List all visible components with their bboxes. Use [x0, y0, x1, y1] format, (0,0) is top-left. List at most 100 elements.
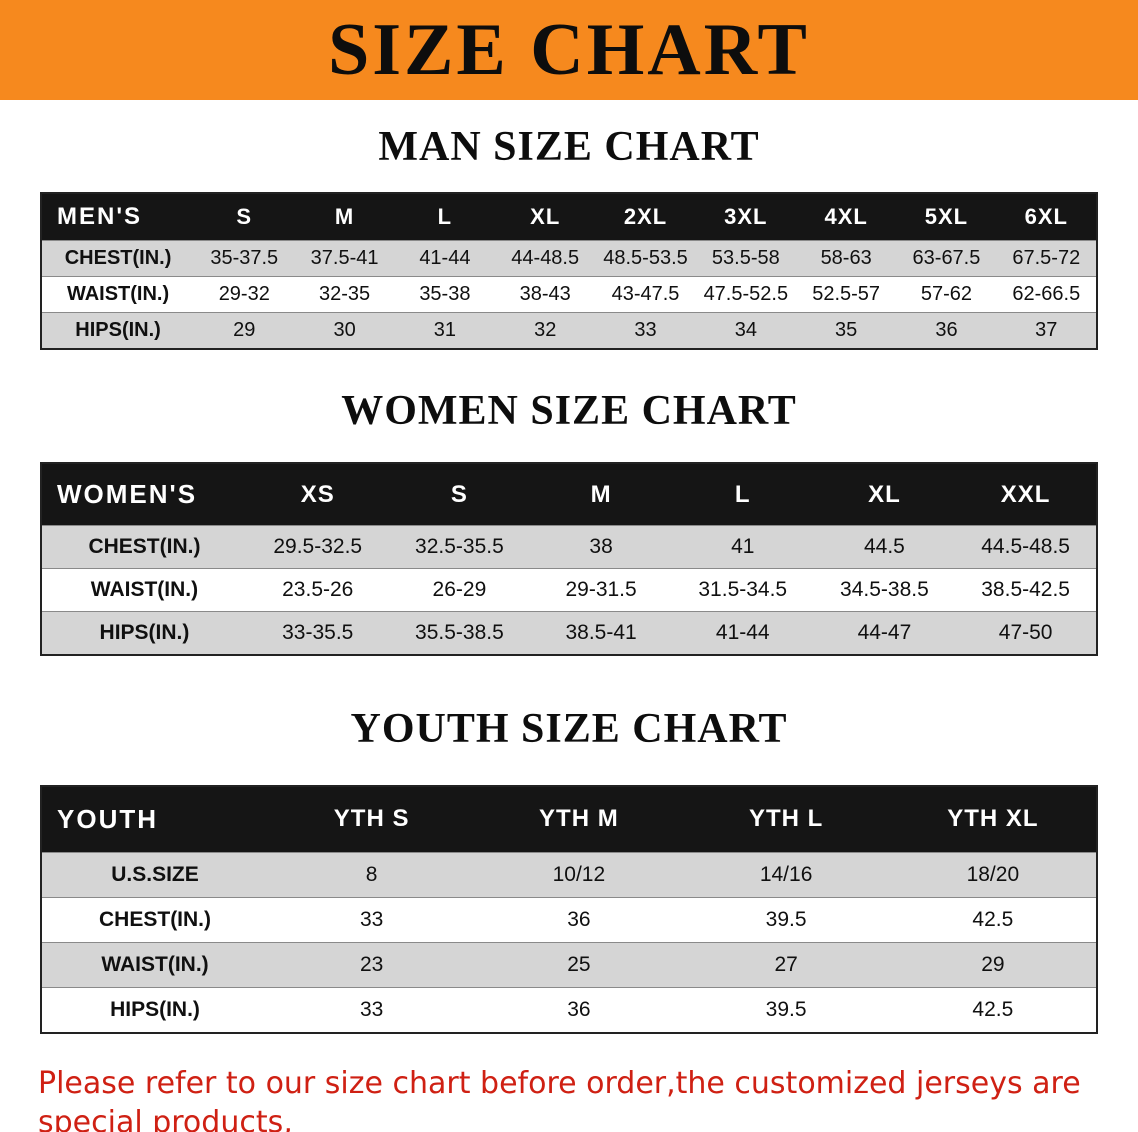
row-label-cell: U.S.SIZE: [41, 851, 269, 898]
table-row: CHEST(IN.) 29.5-32.5 32.5-35.5 38 41 44.5 44.5…: [41, 525, 1097, 569]
table-header-row: WOMEN'S XS S M L XL XXL: [41, 463, 1097, 526]
value-cell: 41-44: [671, 611, 814, 656]
disclaimer-note: Please refer to our size chart before or…: [0, 1064, 1138, 1132]
table-row: HIPS(IN.) 33 36 39.5 42.5: [41, 986, 1097, 1033]
table-row: CHEST(IN.) 35-37.5 37.5-41 41-44 44-48.5 48.5…: [41, 240, 1097, 277]
size-header-cell: 3XL: [695, 193, 796, 241]
women-section-heading: WOMEN SIZE CHART: [341, 388, 797, 435]
size-header-cell: L: [671, 463, 814, 526]
value-cell: 41: [671, 525, 814, 569]
value-cell: 18/20: [889, 851, 1097, 898]
value-cell: 34.5-38.5: [813, 568, 956, 612]
value-cell: 48.5-53.5: [595, 240, 696, 277]
row-label-cell: WAIST(IN.): [41, 941, 269, 988]
table-title-cell: YOUTH: [41, 785, 269, 853]
value-cell: 29: [194, 312, 295, 350]
value-cell: 57-62: [896, 276, 997, 313]
value-cell: 23: [268, 941, 476, 988]
value-cell: 32: [495, 312, 596, 350]
size-header-cell: YTH S: [268, 785, 476, 853]
row-label-cell: HIPS(IN.): [41, 986, 269, 1033]
value-cell: 41-44: [394, 240, 496, 277]
size-header-cell: YTH M: [475, 785, 683, 853]
row-label-cell: HIPS(IN.): [41, 611, 247, 656]
value-cell: 44-48.5: [495, 240, 596, 277]
value-cell: 47-50: [955, 611, 1097, 656]
size-header-cell: XL: [495, 193, 596, 241]
value-cell: 36: [475, 986, 683, 1033]
value-cell: 29-31.5: [530, 568, 672, 612]
row-label-cell: CHEST(IN.): [41, 525, 247, 569]
youth-size-table: YOUTH YTH S YTH M YTH L YTH XL U.S.SIZE 8 10/12…: [40, 784, 1098, 1034]
value-cell: 37: [996, 312, 1097, 350]
size-header-cell: S: [194, 193, 295, 241]
men-size-table: MEN'S S M L XL 2XL 3XL 4XL 5XL 6XL CHEST(IN.) 35-37…: [40, 192, 1098, 351]
table-header-row: YOUTH YTH S YTH M YTH L YTH XL: [41, 785, 1097, 853]
value-cell: 26-29: [388, 568, 531, 612]
size-header-cell: 5XL: [896, 193, 997, 241]
value-cell: 39.5: [682, 986, 890, 1033]
table-title-cell: WOMEN'S: [41, 463, 247, 526]
value-cell: 43-47.5: [595, 276, 696, 313]
value-cell: 35: [795, 312, 897, 350]
value-cell: 67.5-72: [996, 240, 1097, 277]
banner: SIZE CHART: [0, 0, 1138, 100]
table-row: HIPS(IN.) 33-35.5 35.5-38.5 38.5-41 41-44 44-…: [41, 611, 1097, 656]
table-row: U.S.SIZE 8 10/12 14/16 18/20: [41, 851, 1097, 898]
value-cell: 38: [530, 525, 672, 569]
size-header-cell: 6XL: [996, 193, 1097, 241]
value-cell: 29: [889, 941, 1097, 988]
row-label-cell: WAIST(IN.): [41, 568, 247, 612]
value-cell: 14/16: [682, 851, 890, 898]
size-header-cell: 2XL: [595, 193, 696, 241]
value-cell: 23.5-26: [246, 568, 389, 612]
size-header-cell: YTH XL: [889, 785, 1097, 853]
size-header-cell: XS: [246, 463, 389, 526]
value-cell: 10/12: [475, 851, 683, 898]
row-label-cell: CHEST(IN.): [41, 240, 195, 277]
value-cell: 38.5-42.5: [955, 568, 1097, 612]
table-row: HIPS(IN.) 29 30 31 32 33 34 35 36 37: [41, 312, 1097, 350]
table-title-cell: MEN'S: [41, 193, 195, 241]
table-row: CHEST(IN.) 33 36 39.5 42.5: [41, 896, 1097, 943]
value-cell: 32.5-35.5: [388, 525, 531, 569]
size-header-cell: YTH L: [682, 785, 890, 853]
value-cell: 53.5-58: [695, 240, 796, 277]
value-cell: 32-35: [294, 276, 395, 313]
value-cell: 34: [695, 312, 796, 350]
value-cell: 33-35.5: [246, 611, 389, 656]
value-cell: 35-37.5: [194, 240, 295, 277]
row-label-cell: HIPS(IN.): [41, 312, 195, 350]
table-header-row: MEN'S S M L XL 2XL 3XL 4XL 5XL 6XL: [41, 193, 1097, 241]
value-cell: 35-38: [394, 276, 496, 313]
youth-section-heading: YOUTH SIZE CHART: [350, 706, 788, 753]
men-section-heading: MAN SIZE CHART: [378, 124, 760, 170]
value-cell: 47.5-52.5: [695, 276, 796, 313]
value-cell: 37.5-41: [294, 240, 395, 277]
value-cell: 33: [268, 896, 476, 943]
value-cell: 38-43: [495, 276, 596, 313]
size-header-cell: L: [394, 193, 496, 241]
table-row: WAIST(IN.) 23.5-26 26-29 29-31.5 31.5-34.5 34…: [41, 568, 1097, 612]
value-cell: 44.5-48.5: [955, 525, 1097, 569]
value-cell: 29-32: [194, 276, 295, 313]
value-cell: 38.5-41: [530, 611, 672, 656]
value-cell: 25: [475, 941, 683, 988]
value-cell: 44-47: [813, 611, 956, 656]
value-cell: 27: [682, 941, 890, 988]
page-title: SIZE CHART: [328, 9, 810, 91]
value-cell: 33: [595, 312, 696, 350]
size-header-cell: M: [530, 463, 672, 526]
disclaimer-line-1: Please refer to our size chart before or…: [38, 1065, 1081, 1132]
value-cell: 31: [394, 312, 496, 350]
value-cell: 44.5: [813, 525, 956, 569]
size-header-cell: 4XL: [795, 193, 897, 241]
size-header-cell: S: [388, 463, 531, 526]
value-cell: 58-63: [795, 240, 897, 277]
value-cell: 8: [268, 851, 476, 898]
value-cell: 36: [896, 312, 997, 350]
value-cell: 36: [475, 896, 683, 943]
size-header-cell: XXL: [955, 463, 1097, 526]
size-header-cell: XL: [813, 463, 956, 526]
